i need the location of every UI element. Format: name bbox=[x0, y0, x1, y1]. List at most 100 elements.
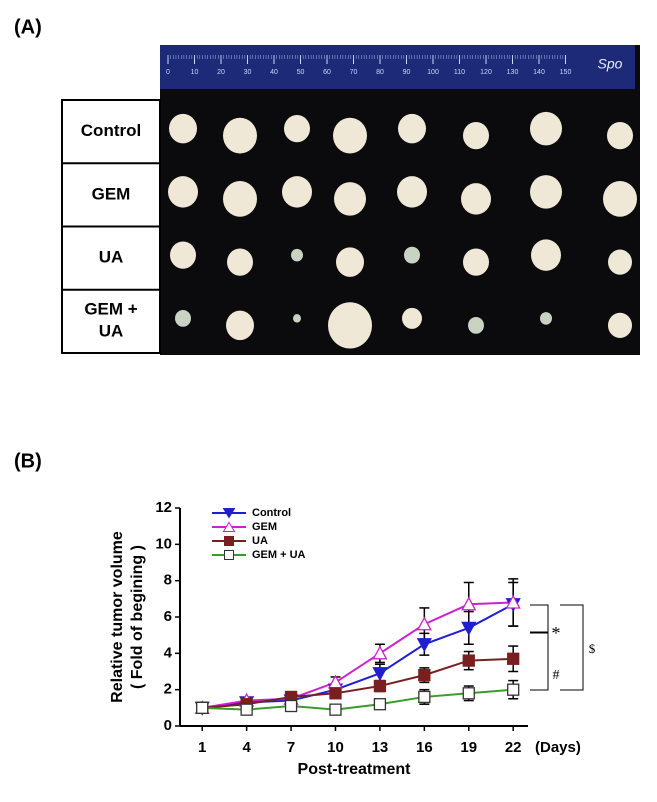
tumor bbox=[531, 239, 561, 271]
series-line bbox=[202, 601, 514, 709]
legend-label: UA bbox=[252, 535, 268, 547]
marker bbox=[373, 698, 387, 711]
tumor bbox=[603, 181, 637, 217]
bracket bbox=[530, 632, 549, 691]
tumor bbox=[607, 121, 633, 150]
tumor bbox=[291, 248, 303, 262]
legend-marker bbox=[224, 550, 234, 560]
x-axis-title: Post-treatment bbox=[298, 761, 412, 778]
tumor bbox=[461, 183, 491, 215]
ruler-brand: Spo bbox=[598, 56, 623, 72]
y-tick-label: 2 bbox=[164, 681, 172, 698]
marker bbox=[416, 638, 432, 653]
tumor bbox=[170, 241, 196, 269]
y-tick-label: 10 bbox=[155, 535, 172, 552]
bracket bbox=[530, 604, 549, 633]
tumor bbox=[608, 249, 632, 275]
legend-marker bbox=[224, 536, 234, 546]
tumor bbox=[333, 117, 367, 154]
legend-label: GEM + UA bbox=[252, 549, 306, 561]
legend-label: GEM bbox=[252, 521, 277, 533]
y-tick-label: 8 bbox=[164, 572, 172, 589]
marker bbox=[329, 687, 342, 700]
x-unit: (Days) bbox=[535, 739, 581, 756]
marker bbox=[418, 690, 431, 704]
tumor bbox=[175, 309, 191, 327]
panel-label: (B) bbox=[14, 450, 42, 472]
tumors bbox=[168, 111, 637, 349]
marker bbox=[461, 621, 477, 636]
legend-label: Control bbox=[252, 507, 291, 519]
tumor bbox=[530, 175, 562, 209]
annotation: $ bbox=[589, 641, 596, 656]
marker bbox=[505, 594, 521, 609]
panel-label: (A) bbox=[14, 16, 42, 38]
ruler-label: 150 bbox=[560, 69, 572, 76]
ruler-label: 140 bbox=[533, 69, 545, 76]
ruler-label: 20 bbox=[217, 69, 225, 76]
bracket bbox=[560, 604, 584, 691]
series-line bbox=[202, 657, 514, 709]
tumor bbox=[404, 246, 420, 264]
row-label: GEM bbox=[92, 184, 131, 203]
x-tick-label: 4 bbox=[242, 739, 251, 756]
annotation: * bbox=[552, 623, 561, 643]
y-tick-label: 12 bbox=[155, 499, 172, 516]
ruler-label: 120 bbox=[480, 69, 492, 76]
tumor bbox=[284, 114, 310, 143]
marker bbox=[507, 683, 520, 696]
ruler-label: 60 bbox=[323, 69, 331, 76]
ruler bbox=[160, 45, 635, 89]
ruler-label: 10 bbox=[191, 69, 199, 76]
tumor bbox=[223, 181, 257, 217]
x-tick-label: 13 bbox=[372, 739, 389, 756]
tumor bbox=[282, 176, 312, 208]
marker bbox=[461, 596, 477, 611]
tumor bbox=[227, 248, 253, 276]
ruler-label: 30 bbox=[244, 69, 252, 76]
significance-brackets bbox=[530, 604, 584, 691]
row-label: Control bbox=[81, 121, 141, 140]
tumor bbox=[336, 247, 364, 277]
tumor bbox=[608, 312, 632, 338]
tumor bbox=[328, 302, 372, 349]
marker bbox=[462, 687, 475, 700]
ruler-label: 0 bbox=[166, 69, 170, 76]
tumor bbox=[293, 314, 301, 323]
ruler-label: 90 bbox=[403, 69, 411, 76]
marker bbox=[329, 703, 342, 716]
marker bbox=[373, 679, 387, 693]
annotation: # bbox=[553, 668, 560, 683]
tumor bbox=[463, 121, 489, 150]
y-tick-label: 4 bbox=[164, 644, 173, 661]
x-tick-label: 10 bbox=[327, 739, 344, 756]
x-tick-label: 22 bbox=[505, 739, 522, 756]
tumor bbox=[169, 113, 197, 144]
y-axis-title: ( Fold of begining ) bbox=[129, 545, 146, 689]
marker bbox=[372, 645, 388, 660]
tumor bbox=[168, 176, 198, 208]
ruler-label: 50 bbox=[297, 69, 305, 76]
y-tick-label: 0 bbox=[164, 717, 172, 734]
ruler-label: 40 bbox=[270, 69, 278, 76]
marker bbox=[418, 668, 431, 682]
ruler-label: 100 bbox=[427, 69, 439, 76]
legend-marker bbox=[222, 508, 236, 519]
marker bbox=[240, 703, 253, 716]
tumor bbox=[226, 310, 254, 341]
ruler-label: 130 bbox=[507, 69, 519, 76]
ruler-label: 70 bbox=[350, 69, 358, 76]
tumor bbox=[223, 117, 257, 154]
ruler-label: 80 bbox=[376, 69, 384, 76]
x-tick-label: 16 bbox=[416, 739, 433, 756]
x-tick-label: 1 bbox=[198, 739, 206, 756]
legend-marker bbox=[222, 521, 236, 532]
x-tick-label: 19 bbox=[460, 739, 477, 756]
marker bbox=[372, 667, 388, 682]
marker bbox=[507, 652, 520, 665]
series-line bbox=[202, 688, 514, 711]
marker bbox=[284, 699, 298, 713]
tumor bbox=[402, 307, 422, 329]
x-tick-label: 7 bbox=[287, 739, 295, 756]
